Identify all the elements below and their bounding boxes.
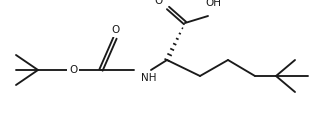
Text: OH: OH — [205, 0, 221, 8]
Text: O: O — [69, 65, 77, 75]
Text: O: O — [155, 0, 163, 6]
Text: O: O — [111, 25, 119, 35]
Text: NH: NH — [141, 73, 156, 83]
